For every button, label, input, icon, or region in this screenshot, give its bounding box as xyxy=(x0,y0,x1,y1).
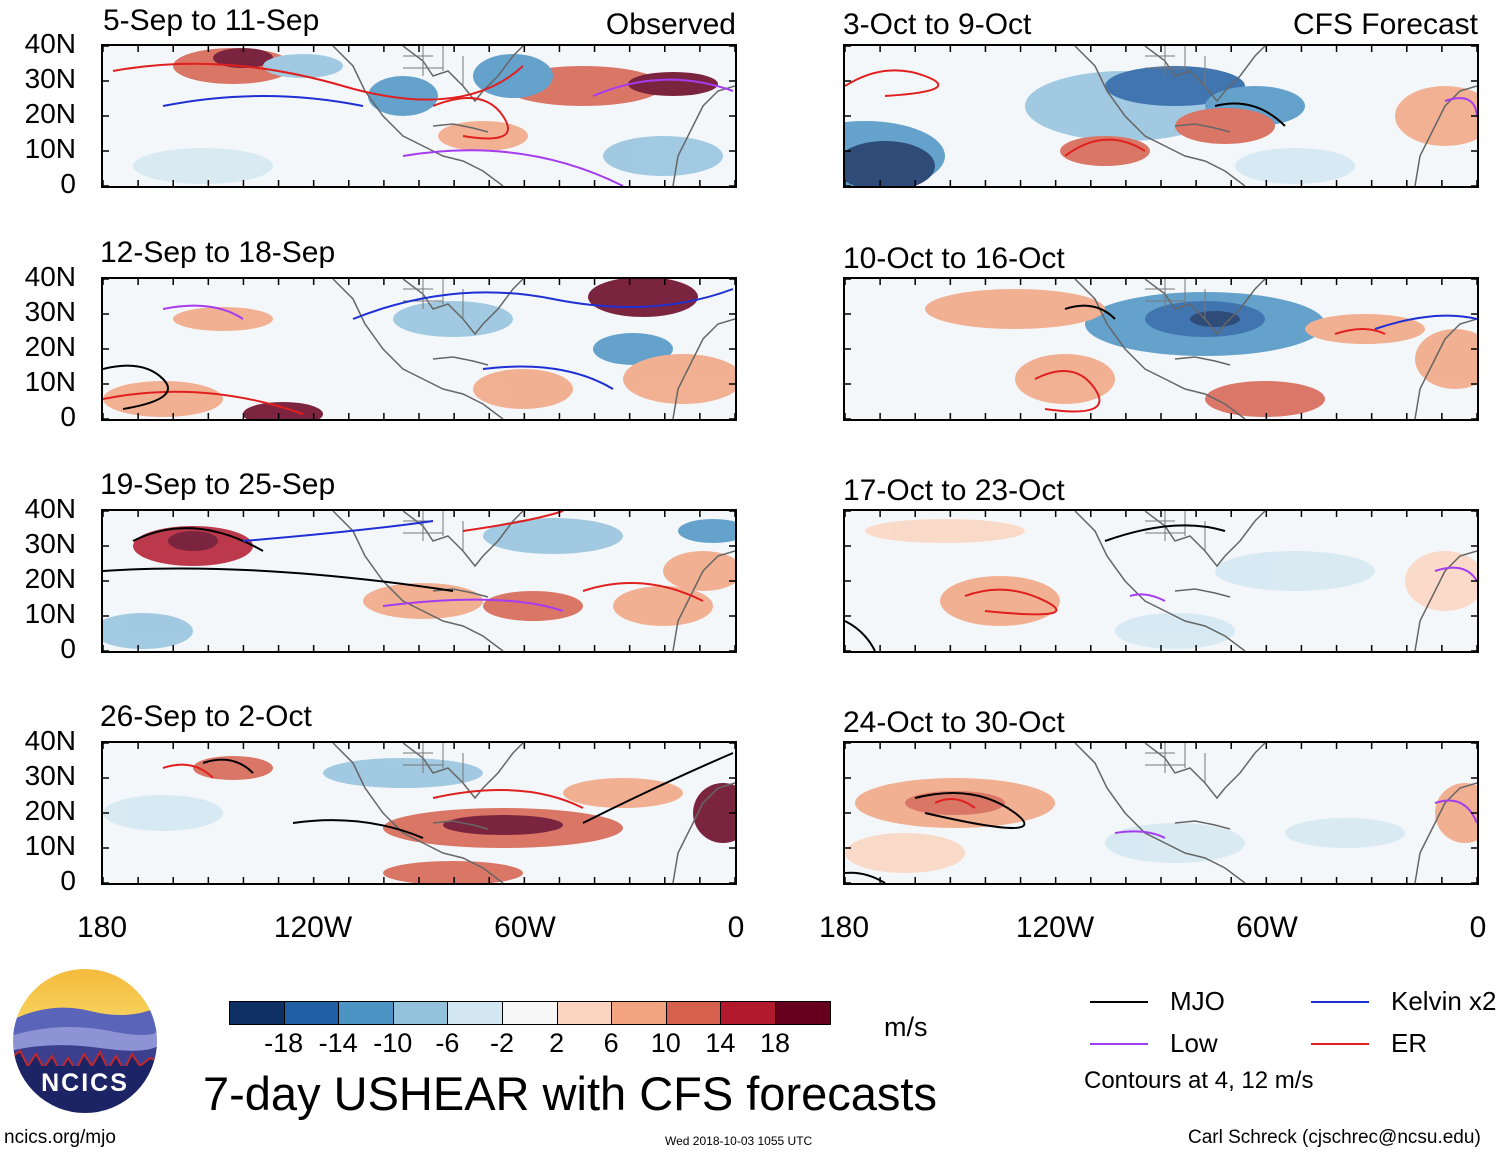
legend-label-mjo: MJO xyxy=(1170,986,1225,1016)
lat-label-row4-0: 0 xyxy=(60,865,76,896)
map-graphic xyxy=(845,46,1477,186)
colorbar-label: 18 xyxy=(759,1028,791,1058)
colorbar-label: -6 xyxy=(435,1028,460,1058)
forecast-label: CFS Forecast xyxy=(1292,8,1478,41)
colorbar-label: 6 xyxy=(603,1028,619,1058)
legend-line-kelvin xyxy=(1311,1001,1369,1003)
observed-map-4 xyxy=(101,741,737,885)
footer-credit: Carl Schreck (cjschrec@ncsu.edu) xyxy=(1188,1127,1481,1148)
legend-line-mjo xyxy=(1090,1001,1148,1003)
lat-label-row3-0: 0 xyxy=(60,633,76,664)
colorbar-label: -14 xyxy=(318,1028,358,1058)
forecast-map-1 xyxy=(843,44,1479,188)
colorbar-bin xyxy=(611,1001,667,1025)
lat-label-row4-20n: 20N xyxy=(24,795,76,826)
ncics-logo-graphic xyxy=(11,967,159,1115)
lat-label-row3-20n: 20N xyxy=(24,563,76,594)
ncics-logo: NCICS xyxy=(10,966,160,1116)
lat-label-row1-20n: 20N xyxy=(24,98,76,129)
lat-label-row3-30n: 30N xyxy=(24,528,76,559)
colorbar-bin xyxy=(447,1001,503,1025)
colorbar-label: -2 xyxy=(489,1028,514,1058)
panel-title-right-4: 24-Oct to 30-Oct xyxy=(843,706,1065,739)
lon-label-120w-right: 120W xyxy=(1015,911,1095,944)
colorbar-bin xyxy=(283,1001,340,1025)
panel-title-left-4: 26-Sep to 2-Oct xyxy=(100,700,312,733)
lon-label-120w-left: 120W xyxy=(273,911,353,944)
lat-label-row2-20n: 20N xyxy=(24,331,76,362)
colorbar-bin xyxy=(392,1001,449,1025)
lat-label-row1-40n: 40N xyxy=(24,28,76,59)
colorbar-bin xyxy=(338,1001,394,1025)
lon-label-180-right: 180 xyxy=(818,911,870,944)
lat-label-row1-10n: 10N xyxy=(24,133,76,164)
colorbar-label: -10 xyxy=(373,1028,413,1058)
lon-label-0-left: 0 xyxy=(727,911,745,944)
map-graphic xyxy=(103,743,735,883)
lon-label-60w-left: 60W xyxy=(494,911,556,944)
panel-title-left-1: 5-Sep to 11-Sep xyxy=(103,4,320,37)
panel-title-right-1: 3-Oct to 9-Oct xyxy=(843,8,1032,41)
legend-label-low: Low xyxy=(1170,1028,1218,1058)
lat-label-row1-0: 0 xyxy=(60,168,76,199)
panel-title-right-3: 17-Oct to 23-Oct xyxy=(843,474,1065,507)
main-title: 7-day USHEAR with CFS forecasts xyxy=(203,1067,937,1120)
map-graphic xyxy=(845,511,1477,651)
observed-map-3 xyxy=(101,509,737,653)
colorbar-label: -18 xyxy=(264,1028,304,1058)
colorbar-bin xyxy=(775,1001,831,1025)
lat-label-row2-40n: 40N xyxy=(24,261,76,292)
lat-label-row4-30n: 30N xyxy=(24,760,76,791)
footer-url[interactable]: ncics.org/mjo xyxy=(4,1127,116,1148)
map-graphic xyxy=(103,511,735,651)
units-label: m/s xyxy=(884,1012,928,1042)
lat-label-row2-10n: 10N xyxy=(24,366,76,397)
legend-line-low xyxy=(1090,1043,1148,1045)
colorbar-bin xyxy=(229,1001,285,1025)
forecast-map-3 xyxy=(843,509,1479,653)
colorbar-bin xyxy=(665,1001,722,1025)
lat-label-row2-0: 0 xyxy=(60,401,76,432)
map-graphic xyxy=(103,279,735,419)
forecast-map-4 xyxy=(843,741,1479,885)
lat-label-row1-30n: 30N xyxy=(24,63,76,94)
lon-label-180-left: 180 xyxy=(76,911,128,944)
lon-label-0-right: 0 xyxy=(1469,911,1487,944)
contour-note: Contours at 4, 12 m/s xyxy=(1084,1067,1314,1094)
footer-timestamp: Wed 2018-10-03 1055 UTC xyxy=(665,1134,813,1148)
lat-label-row4-40n: 40N xyxy=(24,725,76,756)
forecast-map-2 xyxy=(843,277,1479,421)
observed-map-1 xyxy=(101,44,737,188)
legend-label-er: ER xyxy=(1391,1028,1428,1058)
colorbar-label: 10 xyxy=(650,1028,681,1058)
colorbar-label: 14 xyxy=(705,1028,736,1058)
colorbar-bin xyxy=(556,1001,613,1025)
lat-label-row3-40n: 40N xyxy=(24,493,76,524)
logo-text: NCICS xyxy=(41,1069,129,1097)
legend-label-kelvin: Kelvin x2 xyxy=(1391,986,1497,1016)
lon-label-60w-right: 60W xyxy=(1236,911,1298,944)
observed-label: Observed xyxy=(605,8,736,41)
map-graphic xyxy=(845,279,1477,419)
panel-title-left-2: 12-Sep to 18-Sep xyxy=(100,236,336,269)
colorbar-label: 2 xyxy=(549,1028,565,1058)
map-graphic xyxy=(845,743,1477,883)
colorbar-bin xyxy=(720,1001,776,1025)
panel-title-left-3: 19-Sep to 25-Sep xyxy=(100,468,336,501)
lat-label-row2-30n: 30N xyxy=(24,296,76,327)
panel-title-right-2: 10-Oct to 16-Oct xyxy=(843,242,1065,275)
legend-line-er xyxy=(1311,1043,1369,1045)
observed-map-2 xyxy=(101,277,737,421)
map-graphic xyxy=(103,46,735,186)
lat-label-row3-10n: 10N xyxy=(24,598,76,629)
lat-label-row4-10n: 10N xyxy=(24,830,76,861)
colorbar-bin xyxy=(502,1001,558,1025)
